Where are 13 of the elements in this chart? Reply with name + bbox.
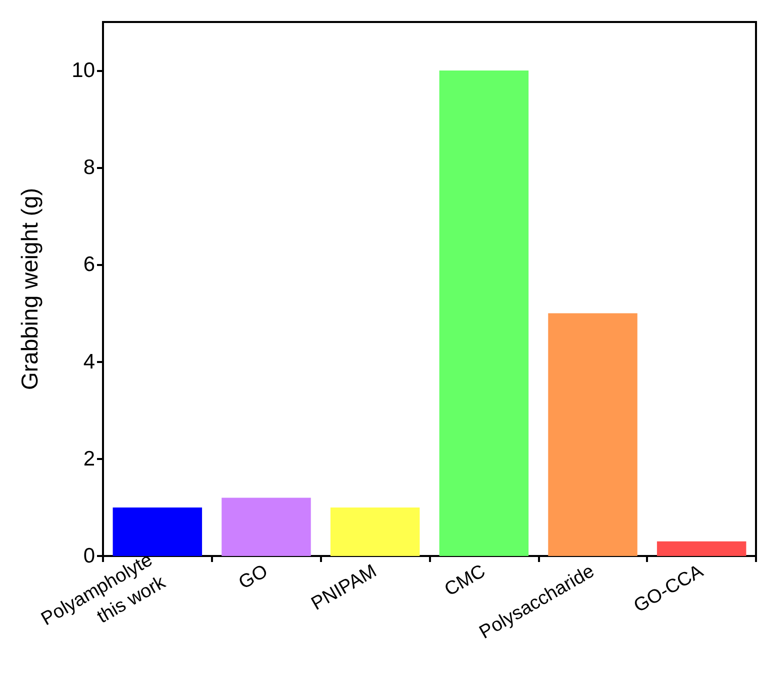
bar	[548, 313, 638, 556]
bar	[330, 507, 420, 556]
bar	[222, 498, 311, 556]
y-tick-label: 2	[83, 447, 95, 470]
bar	[439, 70, 529, 556]
bar	[656, 541, 746, 556]
y-tick-label: 6	[83, 253, 95, 276]
bar	[112, 507, 202, 556]
x-tick-label: GO	[235, 560, 272, 594]
y-tick-label: 4	[83, 350, 96, 374]
y-axis-title: Grabbing weight (g)	[16, 188, 42, 390]
y-tick-label: 8	[83, 156, 95, 180]
y-tick-label: 10	[72, 59, 95, 82]
